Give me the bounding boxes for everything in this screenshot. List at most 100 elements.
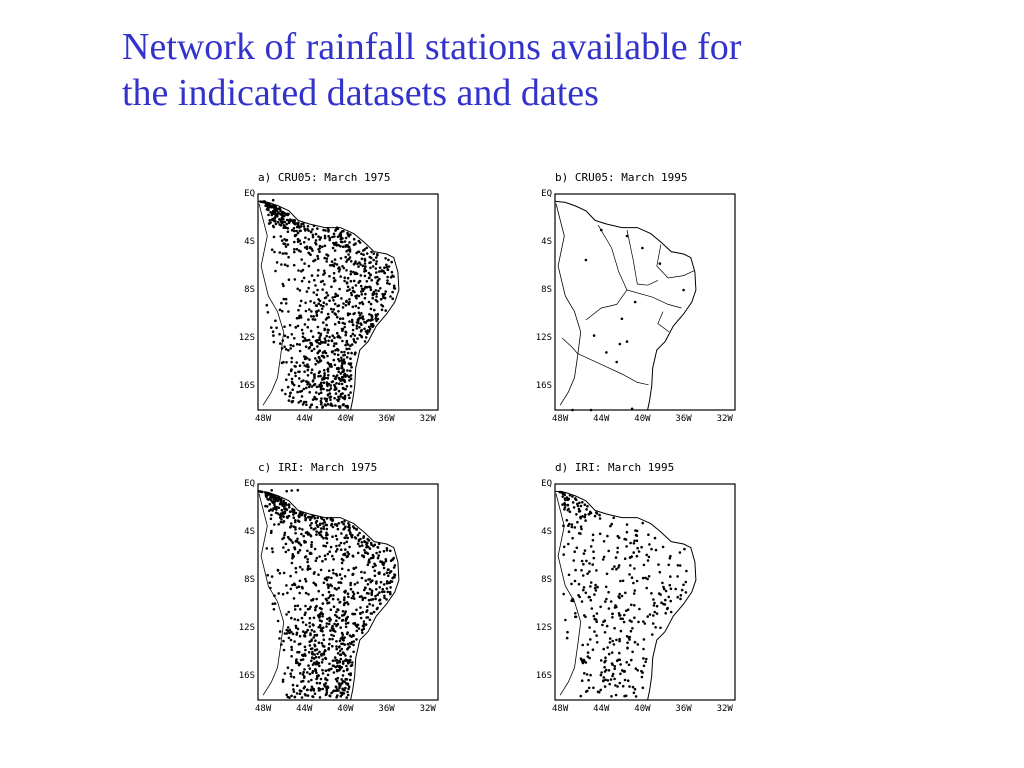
- station-point: [363, 588, 366, 592]
- station-point: [374, 564, 377, 567]
- station-point: [338, 377, 341, 381]
- station-point: [330, 339, 334, 342]
- station-point: [630, 576, 634, 579]
- station-point: [290, 668, 294, 672]
- station-point: [304, 611, 307, 614]
- station-point: [351, 323, 355, 326]
- station-point: [353, 583, 357, 586]
- station-point: [376, 556, 380, 560]
- station-point: [359, 263, 362, 266]
- station-point: [388, 282, 391, 286]
- station-point: [314, 391, 318, 394]
- station-point: [301, 621, 305, 624]
- station-point: [580, 527, 583, 531]
- station-point: [347, 522, 350, 525]
- station-point: [683, 547, 686, 551]
- station-point: [300, 328, 304, 332]
- station-point: [623, 613, 626, 617]
- station-point: [572, 559, 575, 562]
- station-point: [340, 356, 343, 360]
- station-point: [350, 291, 353, 295]
- station-point: [346, 602, 350, 606]
- station-point: [623, 694, 626, 698]
- station-point: [370, 278, 373, 282]
- station-point: [282, 284, 285, 288]
- station-point: [611, 674, 614, 678]
- station-point: [674, 587, 677, 591]
- station-point: [321, 668, 324, 672]
- station-point: [645, 657, 648, 661]
- station-point: [282, 297, 286, 301]
- station-point: [269, 497, 272, 501]
- station-point: [317, 392, 321, 396]
- station-point: [289, 391, 292, 395]
- station-point: [618, 342, 622, 346]
- station-point: [290, 694, 293, 698]
- station-point: [313, 633, 317, 637]
- station-point: [378, 598, 382, 601]
- station-point: [341, 610, 345, 613]
- station-point: [633, 640, 637, 644]
- station-point: [635, 534, 639, 537]
- station-point: [669, 554, 672, 558]
- station-point: [296, 488, 300, 492]
- station-point: [619, 663, 622, 666]
- station-point: [278, 516, 282, 519]
- station-point: [363, 267, 366, 271]
- station-point: [629, 629, 633, 633]
- station-point: [284, 542, 288, 546]
- station-point: [309, 689, 313, 692]
- station-point: [577, 582, 581, 586]
- station-point: [298, 289, 302, 292]
- station-point: [642, 638, 646, 641]
- station-point: [350, 663, 354, 667]
- station-point: [311, 318, 315, 321]
- station-point: [328, 274, 331, 278]
- station-point: [337, 334, 340, 338]
- lon-tick-label: 48W: [255, 704, 272, 714]
- station-point: [278, 332, 281, 336]
- station-point: [283, 531, 287, 535]
- station-point: [341, 329, 344, 332]
- station-point: [601, 558, 605, 561]
- station-point: [309, 300, 312, 303]
- station-point: [281, 504, 284, 507]
- station-point: [322, 544, 325, 547]
- station-point: [328, 238, 331, 242]
- station-point: [317, 689, 321, 692]
- station-point: [285, 613, 288, 616]
- station-point: [361, 264, 365, 268]
- station-point: [308, 391, 311, 394]
- station-point: [303, 675, 306, 678]
- station-point: [284, 302, 288, 305]
- station-point: [338, 639, 342, 643]
- station-point: [628, 556, 632, 559]
- station-point: [341, 642, 345, 646]
- station-point: [337, 399, 340, 403]
- station-point: [586, 572, 589, 575]
- station-point: [340, 364, 344, 368]
- station-point: [385, 547, 389, 550]
- station-point: [335, 615, 339, 618]
- station-point: [343, 350, 346, 354]
- station-point: [317, 625, 320, 629]
- station-point: [303, 355, 306, 358]
- station-point: [287, 506, 291, 509]
- station-point: [301, 512, 304, 515]
- station-point: [589, 598, 593, 602]
- station-point: [586, 689, 589, 693]
- station-point: [370, 589, 374, 592]
- station-point: [371, 296, 374, 300]
- station-point: [307, 680, 310, 683]
- station-point: [324, 523, 328, 527]
- station-point: [602, 555, 606, 559]
- station-point: [367, 592, 370, 595]
- station-point: [349, 385, 353, 388]
- station-point: [300, 270, 303, 273]
- station-point: [352, 594, 355, 598]
- lon-tick-label: 48W: [552, 704, 569, 714]
- station-point: [325, 334, 328, 338]
- station-point: [350, 293, 353, 297]
- station-point: [310, 685, 314, 689]
- station-point: [358, 326, 361, 329]
